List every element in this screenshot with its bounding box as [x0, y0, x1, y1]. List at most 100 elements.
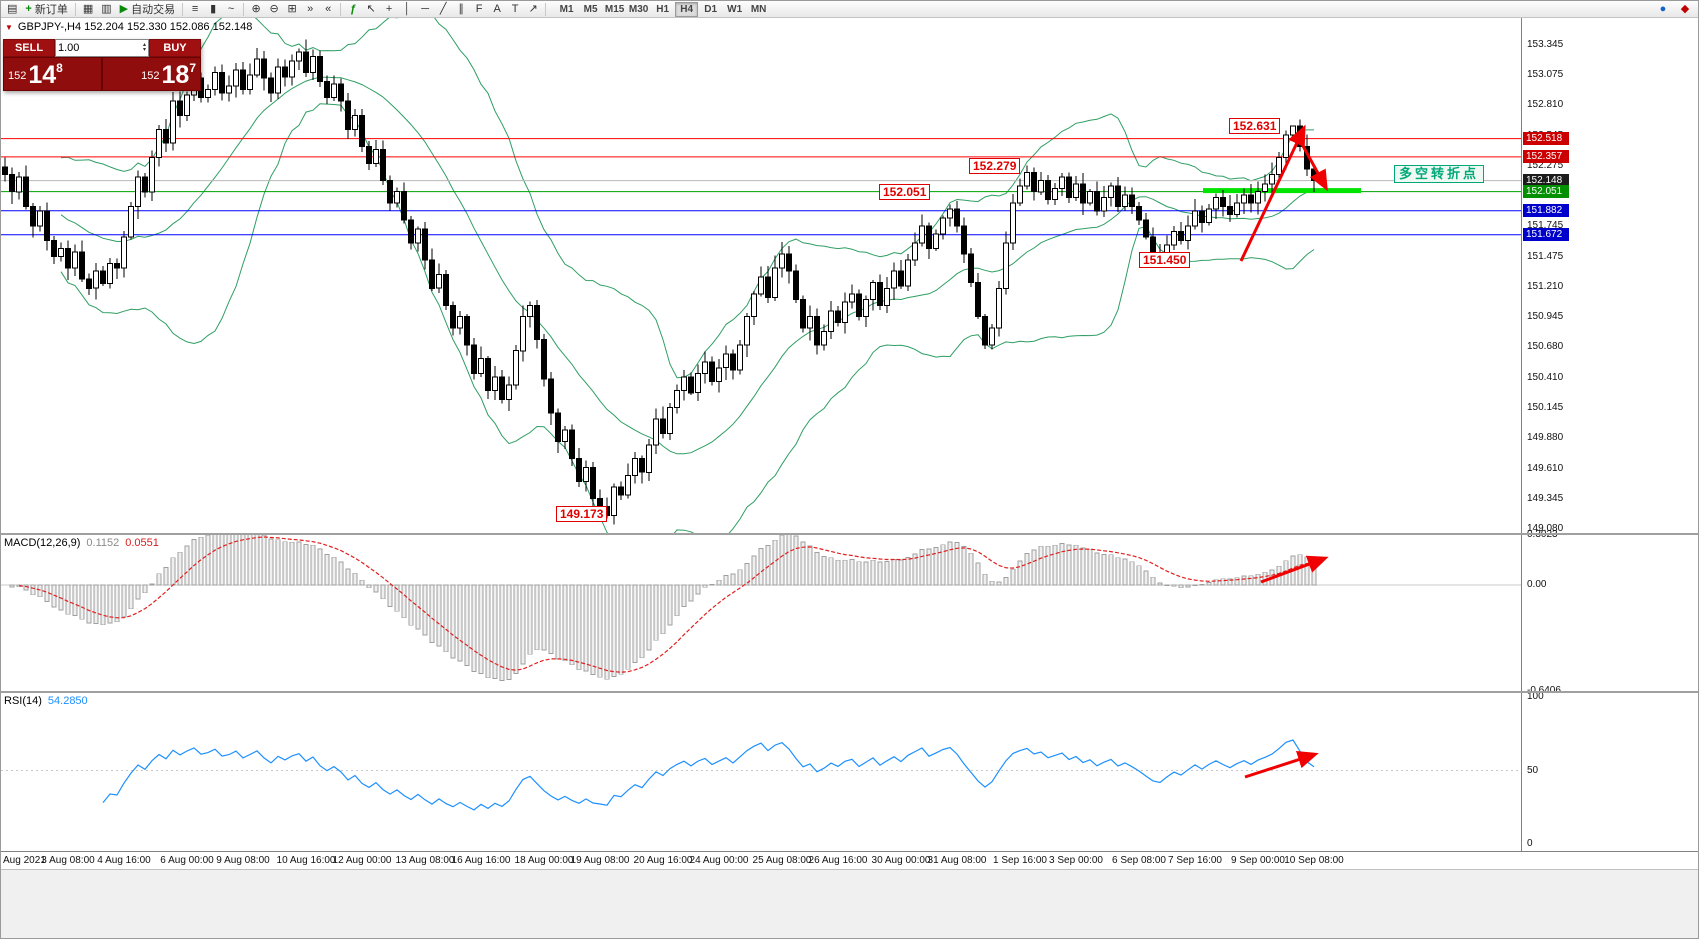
zoom-in-button[interactable]: ⊕: [247, 2, 265, 17]
trendline-icon: ╱: [439, 2, 447, 15]
timeframe-m15-button[interactable]: M15: [604, 3, 625, 15]
sell-price[interactable]: 152 14 8: [3, 57, 102, 91]
charts-grid-button[interactable]: ▦: [79, 2, 97, 17]
indicators-button[interactable]: ƒ: [344, 2, 362, 17]
timeframe-w1-button[interactable]: W1: [727, 3, 743, 15]
timeframe-mn-button[interactable]: MN: [750, 3, 767, 15]
one-click-toggle-icon[interactable]: ▼: [5, 22, 13, 32]
crosshair-button[interactable]: +: [380, 2, 398, 17]
toolbar-right-icons: ● ◆: [1654, 2, 1698, 17]
label-tool-button[interactable]: T: [506, 2, 524, 17]
bars-view-button[interactable]: ≡: [186, 2, 204, 17]
text-tool-icon: A: [493, 2, 501, 15]
price-annotation[interactable]: 152.631: [1229, 118, 1281, 134]
text-tool-button[interactable]: A: [488, 2, 506, 17]
price-tag: 151.882: [1523, 203, 1569, 217]
toolbar-separator: [243, 2, 245, 16]
time-axis-label: 31 Aug 08:00: [927, 855, 987, 866]
alerts-button[interactable]: ◆: [1676, 2, 1694, 17]
time-axis-label: 25 Aug 08:00: [752, 855, 812, 866]
time-axis-label: 24 Aug 00:00: [689, 855, 749, 866]
data-window-button[interactable]: ▥: [97, 2, 115, 17]
tile-windows-button[interactable]: ⊞: [283, 2, 301, 17]
macd-label: MACD(12,26,9) 0.1152 0.0551: [4, 537, 159, 549]
timeframe-m1-button[interactable]: M1: [559, 3, 574, 15]
fibonacci-button[interactable]: F: [470, 2, 488, 17]
horizontal-line-button[interactable]: ─: [416, 2, 434, 17]
time-axis-label: 1 Sep 16:00: [993, 855, 1047, 866]
time-axis-label: 9 Sep 00:00: [1231, 855, 1285, 866]
volume-down-icon[interactable]: ▾: [142, 47, 146, 53]
price-axis-tick: 149.345: [1527, 492, 1564, 504]
auto-trading-button[interactable]: ▶ 自动交易: [116, 2, 179, 17]
auto-scroll-button[interactable]: »: [301, 2, 319, 17]
candles-view-button[interactable]: ▮: [204, 2, 222, 17]
macd-axis-tick: 0.00: [1527, 579, 1547, 590]
price-axis-tick: 150.410: [1527, 371, 1564, 383]
pane-separator[interactable]: [1, 691, 1698, 693]
time-axis[interactable]: Aug 2021 3 Aug 08:00 4 Aug 16:00 6 Aug 00:0…: [1, 851, 1698, 869]
new-chart-button[interactable]: ▤: [3, 2, 21, 17]
volume-stepper[interactable]: ▴ ▾: [142, 42, 146, 53]
price-annotation[interactable]: 151.450: [1139, 252, 1191, 268]
price-pane: ▼ GBPJPY-,H4 152.204 152.330 152.086 152…: [1, 18, 1521, 533]
price-annotation[interactable]: 152.051: [879, 184, 931, 200]
timeframe-m5-button[interactable]: M5: [583, 3, 598, 15]
volume-input[interactable]: 1.00 ▴ ▾: [55, 39, 149, 57]
buy-price-prefix: 152: [141, 70, 160, 82]
trendline-button[interactable]: ╱: [434, 2, 452, 17]
price-axis-tick: 150.145: [1527, 402, 1564, 414]
time-axis-label: 6 Aug 00:00: [160, 855, 214, 866]
timeframe-h1-button[interactable]: H1: [656, 3, 670, 15]
globe-icon: ●: [1659, 2, 1667, 15]
price-annotation[interactable]: 149.173: [556, 506, 608, 522]
price-canvas[interactable]: [1, 18, 1521, 533]
chart-title-row: ▼ GBPJPY-,H4 152.204 152.330 152.086 152…: [5, 21, 252, 33]
rsi-canvas[interactable]: [1, 693, 1521, 851]
buy-price-sup: 7: [189, 61, 196, 75]
line-view-button[interactable]: ~: [222, 2, 240, 17]
macd-canvas[interactable]: [1, 535, 1521, 691]
new-order-label: 新订单: [34, 4, 68, 16]
macd-axis-tick: -0.6406: [1527, 685, 1561, 696]
rsi-axis-tick: 0: [1527, 838, 1533, 849]
turning-point-note[interactable]: 多空转折点: [1394, 165, 1485, 183]
toolbar-separator: [545, 2, 547, 16]
plus-icon: +: [25, 2, 32, 15]
community-button[interactable]: ●: [1654, 2, 1672, 17]
timeframe-h4-button[interactable]: H4: [675, 1, 699, 17]
chart-annotations-layer: 152.631 152.279 152.051 151.450 149.173 多空转折点: [1, 18, 1521, 533]
sell-button[interactable]: SELL: [3, 39, 55, 57]
time-axis-label: 9 Aug 08:00: [216, 855, 270, 866]
timeframe-d1-button[interactable]: D1: [704, 3, 718, 15]
price-annotation[interactable]: 152.279: [969, 158, 1021, 174]
cursor-button[interactable]: ↖: [362, 2, 380, 17]
arrows-tool-button[interactable]: ↗: [524, 2, 542, 17]
time-axis-label: 30 Aug 00:00: [871, 855, 931, 866]
rsi-pane: RSI(14) 54.2850: [1, 693, 1521, 851]
volume-up-icon[interactable]: ▴: [142, 42, 146, 48]
fibonacci-icon: F: [475, 2, 483, 15]
label-tool-icon: T: [511, 2, 519, 15]
time-axis-label: 10 Aug 16:00: [276, 855, 336, 866]
channel-button[interactable]: ∥: [452, 2, 470, 17]
buy-price[interactable]: 152 18 7: [102, 57, 201, 91]
macd-name: MACD(12,26,9): [4, 537, 81, 549]
price-axis-tick: 149.080: [1527, 523, 1564, 535]
volume-value: 1.00: [58, 42, 80, 54]
rsi-axis-tick: 100: [1527, 691, 1544, 702]
zoom-in-icon: ⊕: [251, 2, 261, 15]
pane-separator[interactable]: [1, 533, 1698, 535]
zoom-out-button[interactable]: ⊖: [265, 2, 283, 17]
chart-shift-button[interactable]: «: [319, 2, 337, 17]
buy-price-big: 18: [161, 61, 190, 89]
time-axis-label: 12 Aug 00:00: [332, 855, 392, 866]
price-axis[interactable]: 153.345153.075152.810152.545152.275152.0…: [1521, 18, 1698, 851]
timeframe-m30-button[interactable]: M30: [628, 3, 649, 15]
time-axis-label: 10 Sep 08:00: [1284, 855, 1344, 866]
line-chart-icon: ~: [227, 2, 235, 15]
vertical-line-button[interactable]: │: [398, 2, 416, 17]
new-order-button[interactable]: + 新订单: [21, 2, 71, 17]
buy-button[interactable]: BUY: [149, 39, 201, 57]
